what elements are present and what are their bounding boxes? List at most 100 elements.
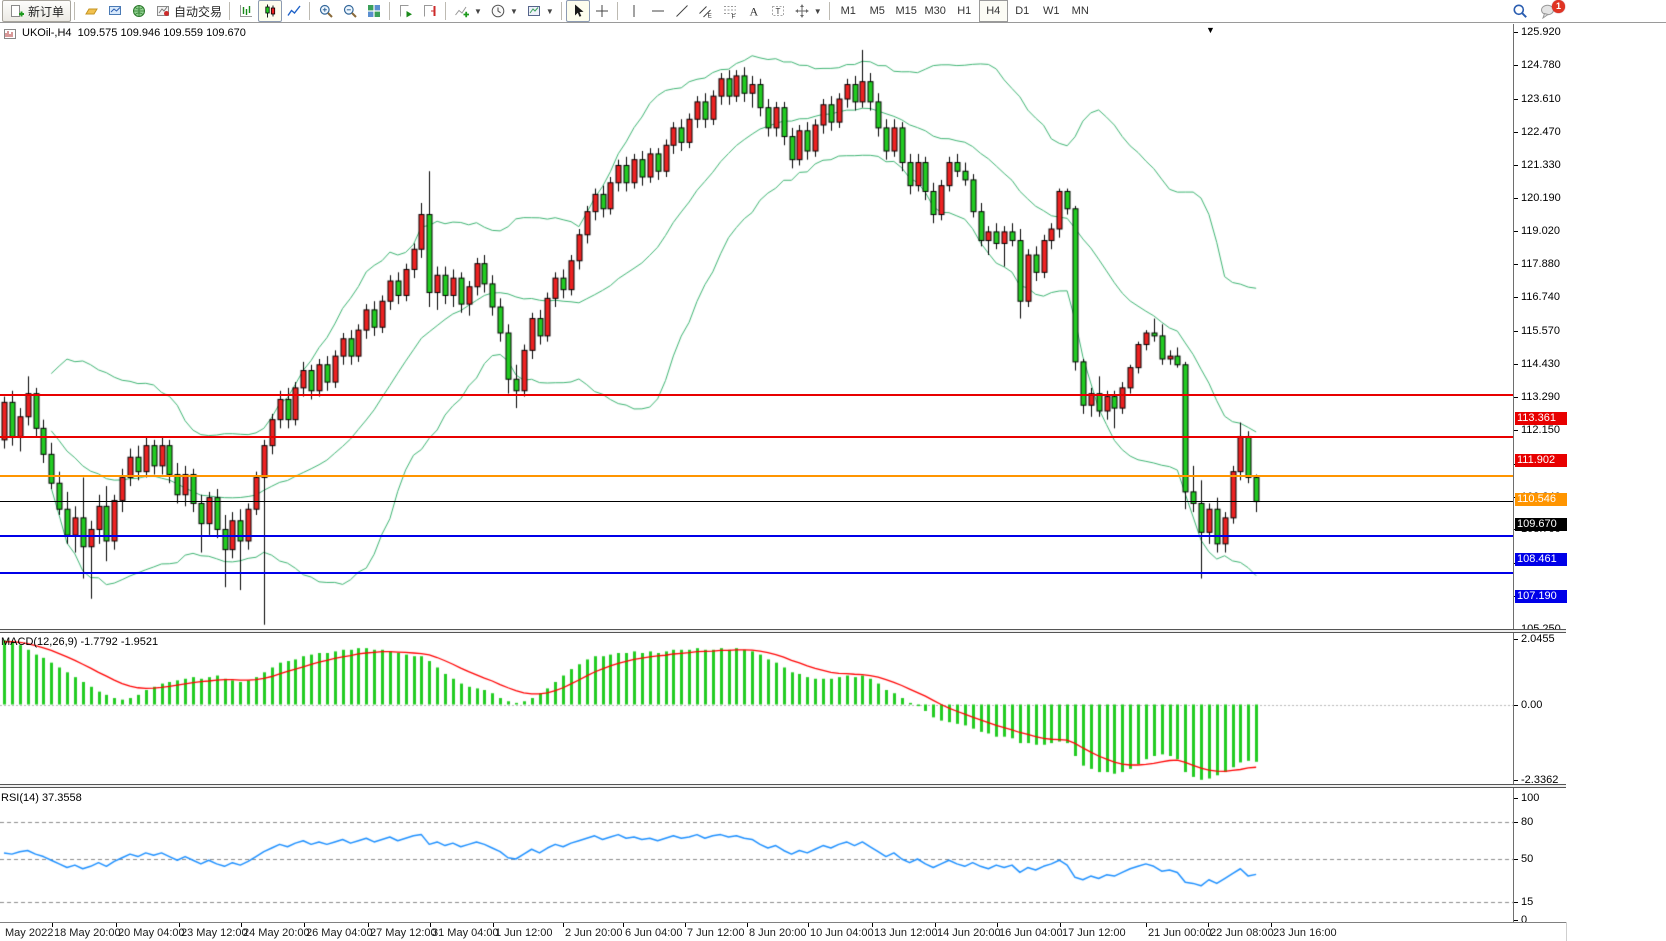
axis-tick (1514, 363, 1518, 365)
line-chart-button[interactable] (282, 0, 306, 22)
time-label: 14 Jun 20:00 (937, 927, 1001, 939)
timeframe-m1-button[interactable]: M1 (840, 5, 856, 17)
bar-chart-button[interactable] (234, 0, 258, 22)
dropdown-caret-icon[interactable]: ▼ (813, 6, 822, 16)
timeframe-mn-button[interactable]: MN (1071, 5, 1089, 17)
cursor-tool[interactable] (565, 0, 590, 22)
vertical-line-tool[interactable] (622, 0, 646, 22)
time-label: 23 Jun 16:00 (1273, 927, 1337, 939)
terminal-button[interactable] (127, 0, 151, 22)
main-chart-canvas[interactable] (0, 24, 1513, 629)
new-order-button[interactable]: 新订单 (2, 0, 72, 22)
tile-windows-button[interactable] (362, 0, 386, 22)
horizontal-line-tool[interactable] (646, 0, 670, 22)
toolbar-separator (445, 2, 448, 20)
time-axis[interactable]: May 2022 18 May 20:00 20 May 04:00 23 May 1… (0, 922, 1566, 941)
candlestick-chart-button[interactable] (258, 0, 283, 22)
channel-tool[interactable]: E (694, 0, 718, 22)
time-label: 27 May 12:00 (370, 927, 437, 939)
template-icon (526, 3, 542, 19)
trend-icon (674, 3, 690, 19)
zoomin-icon (318, 3, 334, 19)
price-axis[interactable]: 113.361 111.902 110.546 109.670 108.461 107.1… (1513, 24, 1567, 926)
auto-scroll-button[interactable] (394, 0, 418, 22)
zoom-in-button[interactable] (314, 0, 338, 22)
vline-icon (626, 3, 642, 19)
svg-text:F: F (731, 14, 735, 20)
timeframe-h1-button[interactable]: H1 (957, 5, 972, 17)
zoom-out-button[interactable] (338, 0, 362, 22)
fibonacci-tool[interactable]: F (718, 0, 742, 22)
toolbar-group-7: E F A T ▼ (622, 0, 826, 22)
price-tick-113.290: 113.290 (1521, 390, 1560, 403)
autotrading-button[interactable]: 自动交易 (151, 0, 226, 22)
time-label: 18 May 20:00 (54, 927, 121, 939)
time-label: May 2022 (5, 927, 54, 939)
navigator-button[interactable] (103, 0, 127, 22)
barchart-icon (238, 3, 254, 19)
dropdown-caret-icon[interactable]: ▼ (509, 6, 518, 16)
time-tick (623, 923, 624, 927)
panel-splitter-macd[interactable] (0, 629, 1566, 633)
price-tick-119.020: 119.020 (1521, 225, 1560, 238)
price-line-111.902[interactable] (0, 435, 1513, 438)
price-badge-108.461: 108.461 (1515, 553, 1567, 567)
search-button[interactable] (1512, 3, 1530, 21)
dropdown-caret-icon[interactable]: ▼ (545, 6, 554, 16)
dropdown-caret-icon[interactable]: ▼ (474, 6, 482, 16)
timeframe-m5-button[interactable]: M5 (869, 5, 885, 17)
notification-badge: 1 (1552, 0, 1565, 13)
price-tick-122.470: 122.470 (1521, 125, 1561, 138)
tile-icon (366, 3, 382, 19)
timeframe-m15-button[interactable]: M15 (895, 5, 917, 17)
time-label: 7 Jun 12:00 (687, 927, 745, 939)
timeframe-w1-button[interactable]: W1 (1042, 5, 1060, 17)
toolbar-separator (229, 2, 232, 20)
macd-indicator-label: MACD(12,26,9) -1.7792 -1.9521 (1, 636, 159, 648)
trendline-tool[interactable] (670, 0, 694, 22)
price-line-113.361[interactable] (0, 393, 1513, 396)
axis-tick (1514, 859, 1518, 860)
price-line-107.190[interactable] (0, 572, 1513, 575)
navigator-icon (107, 3, 123, 19)
price-tick-121.330: 121.330 (1521, 158, 1561, 171)
axis-tick (1514, 330, 1518, 332)
symbol-period-label: UKOil-,H4 (22, 27, 72, 39)
periods-button[interactable]: ▼ (486, 0, 522, 22)
time-label: 13 Jun 12:00 (874, 927, 938, 939)
text-label-tool[interactable]: T (766, 0, 790, 22)
arrows-tool[interactable]: ▼ (790, 0, 826, 22)
price-badge-113.361: 113.361 (1515, 411, 1567, 425)
timeframe-m30-button[interactable]: M30 (924, 5, 946, 17)
chat-button[interactable]: 1 (1540, 0, 1565, 21)
rsi-panel-canvas[interactable] (0, 789, 1513, 922)
price-line-110.546[interactable] (0, 475, 1513, 478)
toolbar-separator (74, 2, 77, 20)
macd-panel-canvas[interactable] (0, 633, 1513, 784)
market-watch-button[interactable] (79, 0, 103, 22)
toolbar-separator (616, 2, 619, 20)
timeframe-d1-button[interactable]: D1 (1015, 5, 1030, 17)
panel-splitter-rsi[interactable] (0, 784, 1566, 788)
time-tick (368, 923, 369, 927)
price-line-109.670[interactable] (0, 500, 1513, 502)
new-order-button-label: 新订单 (28, 4, 65, 19)
axis-tick (1514, 264, 1518, 266)
timeframe-h4-button[interactable]: H4 (978, 0, 1008, 22)
chart-shift-button[interactable] (418, 0, 442, 22)
crosshair-tool[interactable] (590, 0, 614, 22)
neworder-icon (9, 3, 25, 19)
candles-icon (262, 3, 278, 19)
axis-tick (1514, 920, 1518, 921)
templates-button[interactable]: ▼ (522, 0, 558, 22)
indicators-button[interactable]: ▼ (450, 0, 486, 22)
axis-tick (1514, 901, 1518, 903)
time-label: 20 May 04:00 (118, 927, 185, 939)
price-line-108.461[interactable] (0, 535, 1513, 538)
text-tool[interactable]: A (742, 0, 766, 22)
time-label: 10 Jun 04:00 (810, 927, 874, 939)
time-tick (241, 923, 242, 927)
svg-text:T: T (775, 7, 780, 16)
axis-tick (1514, 164, 1518, 166)
rsi-scale-0: 0 (1521, 914, 1528, 926)
